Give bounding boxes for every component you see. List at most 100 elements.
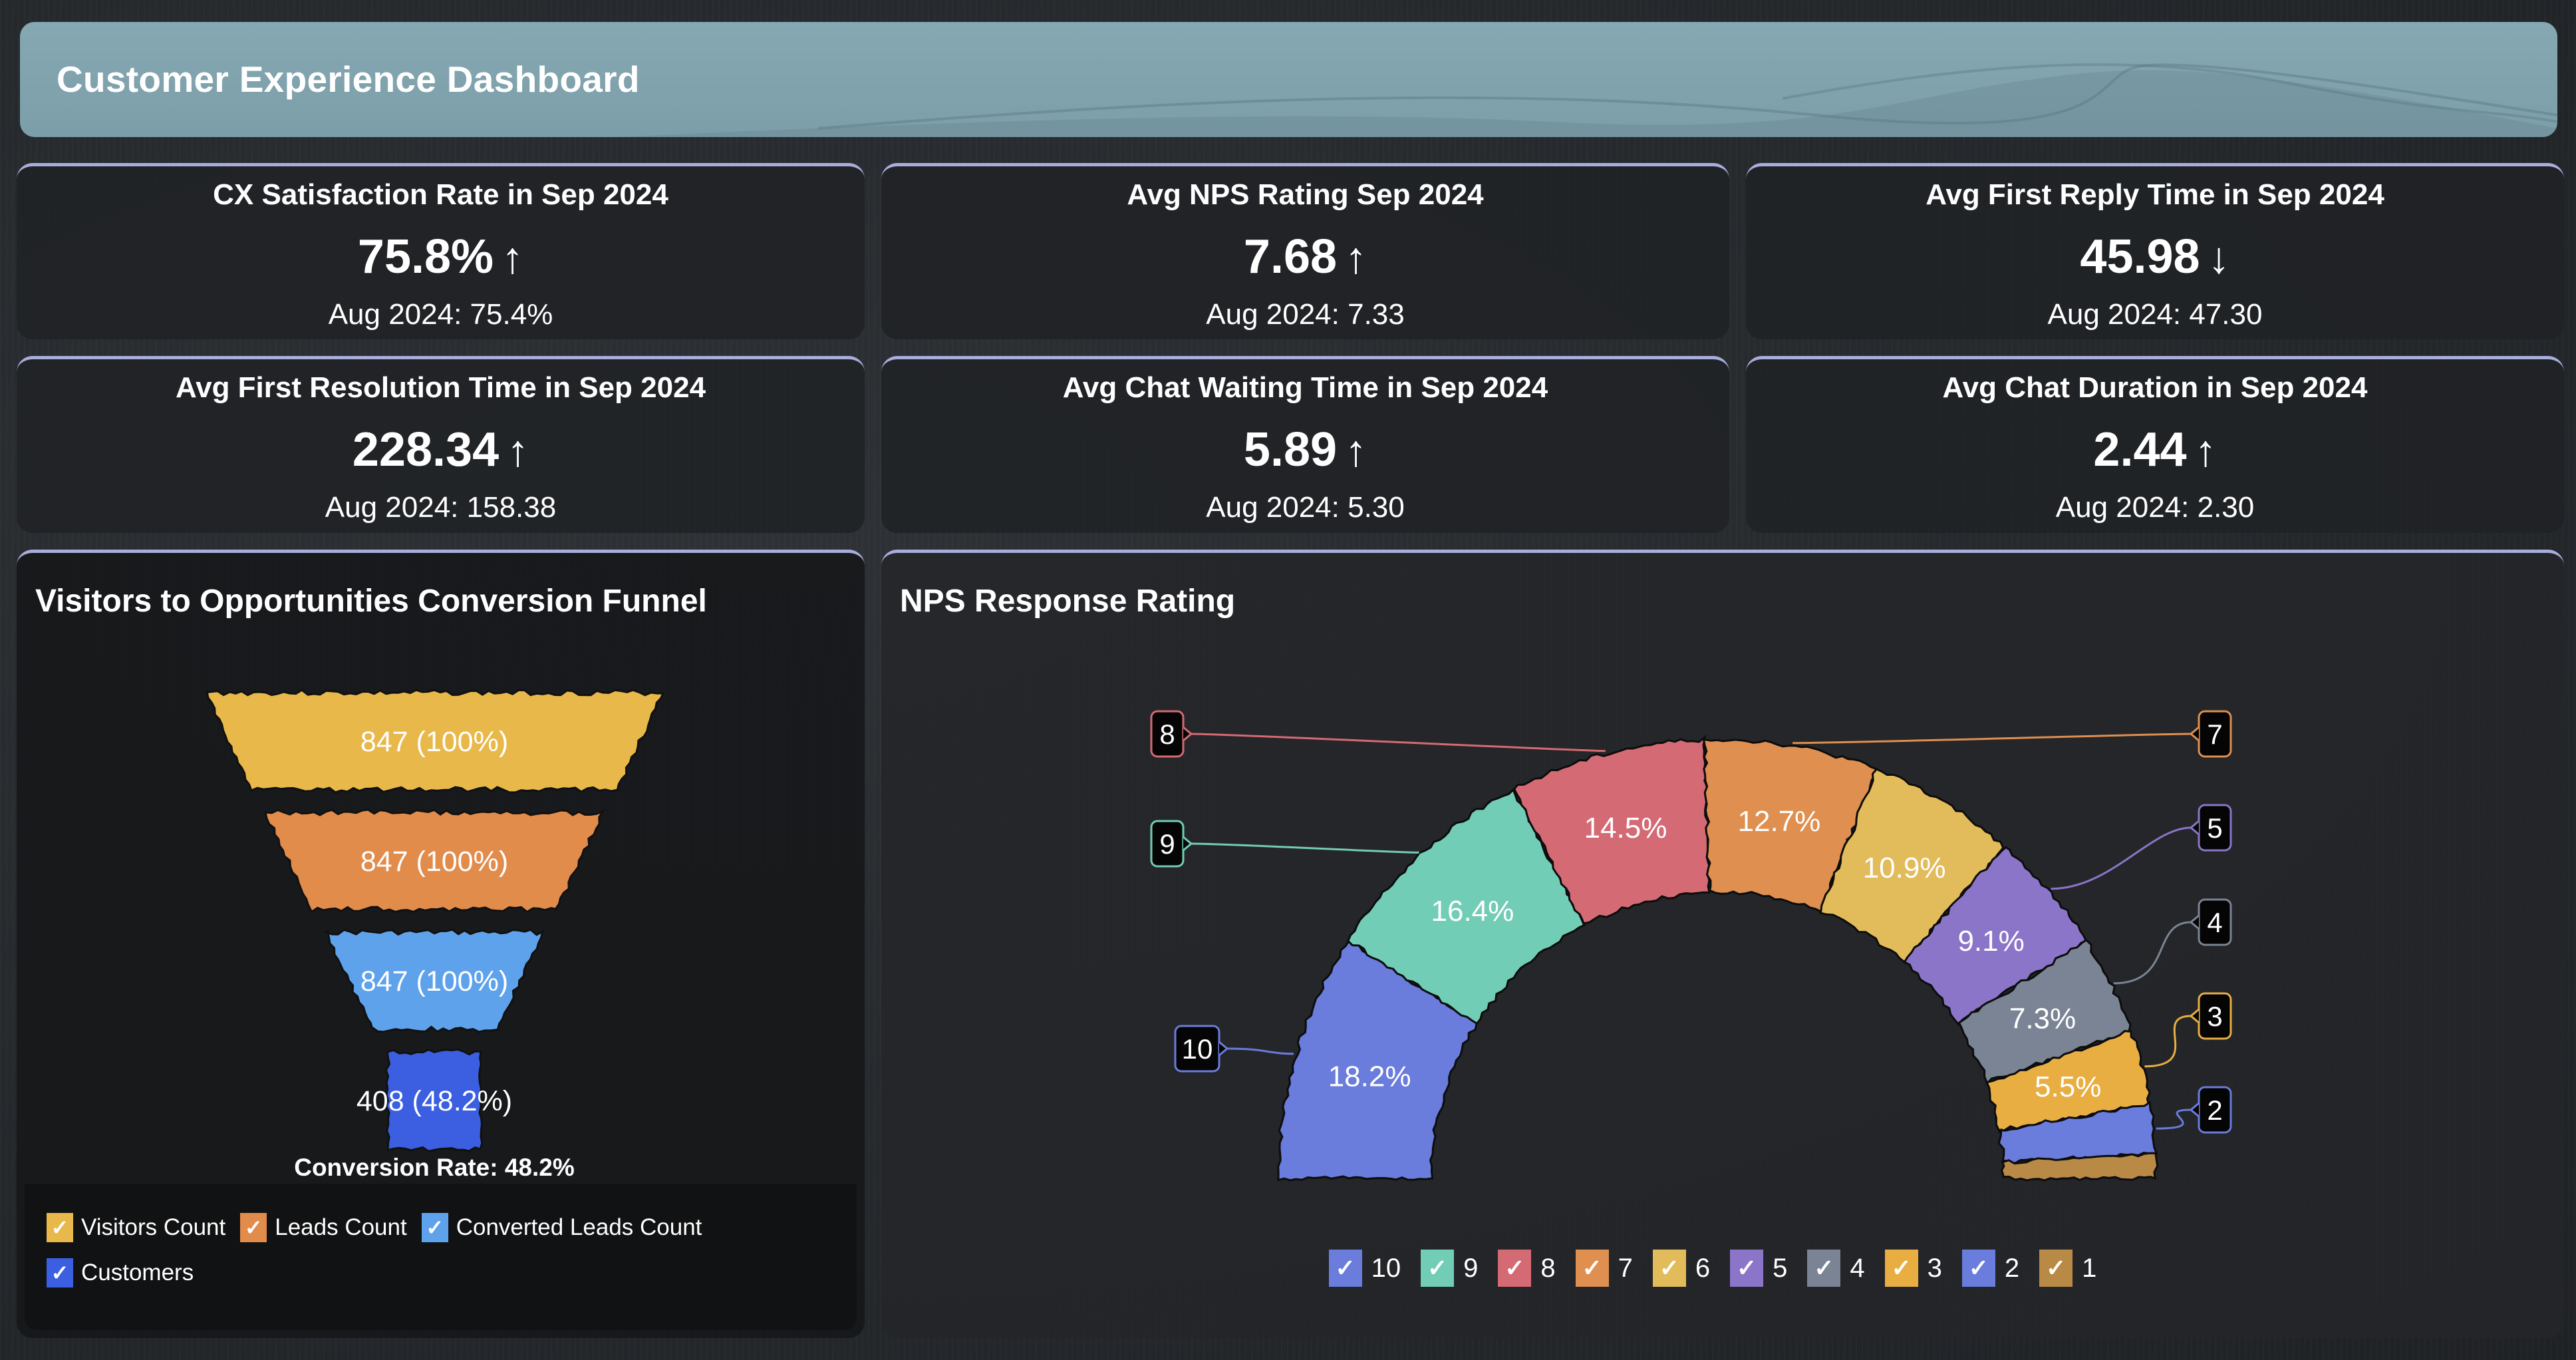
checkbox-checked-icon[interactable]: ✓ [1652, 1250, 1686, 1287]
legend-item-visitors-count[interactable]: ✓ Visitors Count [47, 1213, 225, 1242]
kpi-card-chat-duration[interactable]: Avg Chat Duration in Sep 2024 2.44 ↑ Aug … [1746, 356, 2564, 533]
kpi-title: Avg Chat Waiting Time in Sep 2024 [1062, 371, 1548, 404]
legend-label: Customers [81, 1260, 194, 1285]
kpi-title: Avg First Reply Time in Sep 2024 [1926, 178, 2384, 211]
nps-slice-rating-6[interactable] [1818, 768, 2005, 964]
nps-slice-rating-4[interactable] [1957, 938, 2132, 1086]
callout-label: 9 [1159, 828, 1175, 860]
kpi-previous: Aug 2024: 75.4% [328, 298, 553, 331]
checkbox-checked-icon[interactable]: ✓ [1884, 1250, 1918, 1287]
legend-label: 5 [1773, 1253, 1788, 1283]
nps-slice-rating-9[interactable] [1347, 788, 1586, 1025]
page-title: Customer Experience Dashboard [57, 59, 640, 100]
checkbox-checked-icon[interactable]: ✓ [47, 1213, 73, 1242]
kpi-value-text: 45.98 [2080, 230, 2200, 283]
checkbox-checked-icon[interactable]: ✓ [1498, 1250, 1532, 1287]
checkbox-checked-icon[interactable]: ✓ [240, 1213, 267, 1242]
conversion-rate-annotation: Conversion Rate: 48.2% [294, 1154, 575, 1181]
legend-item-rating-5[interactable]: ✓ 5 [1730, 1250, 1787, 1287]
funnel-chart: 847 (100%) 847 (100%) 847 (100%) 408 (48.2%… [205, 689, 665, 1181]
callout-pointer [2189, 1102, 2200, 1118]
funnel-segment-customers[interactable] [384, 1048, 484, 1152]
legend-item-rating-1[interactable]: ✓ 1 [2039, 1250, 2096, 1287]
funnel-segment-converted-leads-count[interactable] [323, 928, 545, 1033]
checkbox-checked-icon[interactable]: ✓ [1575, 1250, 1609, 1287]
nps-chart-panel: NPS Response Rating 18.2% 10 16.4% 9 14.5% 8 1… [881, 550, 2564, 1338]
checkbox-checked-icon[interactable]: ✓ [421, 1213, 448, 1242]
legend-item-rating-7[interactable]: ✓ 7 [1575, 1250, 1633, 1287]
kpi-previous: Aug 2024: 7.33 [1206, 298, 1405, 331]
legend-item-rating-3[interactable]: ✓ 3 [1884, 1250, 1942, 1287]
nps-semi-donut-chart: 18.2% 10 16.4% 9 14.5% 8 12.7% 7 10.9% 9.1% 5 7.3% 4… [1150, 710, 2232, 1182]
legend-item-rating-9[interactable]: ✓ 9 [1421, 1250, 1478, 1287]
callout-pointer [2189, 820, 2200, 836]
legend-item-rating-6[interactable]: ✓ 6 [1652, 1250, 1711, 1287]
kpi-value-text: 5.89 [1243, 423, 1338, 476]
nps-slice-data-label: 10.9% [1863, 852, 1946, 884]
callout-label: 4 [2207, 907, 2222, 938]
callout-label: 10 [1182, 1033, 1213, 1065]
callout-connector-line [2113, 921, 2192, 985]
legend-item-rating-10[interactable]: ✓ 10 [1328, 1250, 1401, 1287]
legend-item-customers[interactable]: ✓ Customers [47, 1258, 194, 1287]
legend-label: Converted Leads Count [456, 1214, 702, 1240]
checkbox-checked-icon[interactable]: ✓ [2039, 1250, 2073, 1287]
legend-label: 4 [1850, 1253, 1865, 1283]
legend-item-converted-leads-count[interactable]: ✓ Converted Leads Count [421, 1213, 702, 1242]
funnel-chart-panel: Visitors to Opportunities Conversion Fun… [17, 550, 865, 1338]
kpi-card-first-reply-time[interactable]: Avg First Reply Time in Sep 2024 45.98 ↓ … [1746, 163, 2564, 339]
checkbox-checked-icon[interactable]: ✓ [1328, 1250, 1362, 1287]
callout-connector-line [1792, 733, 2192, 745]
kpi-card-cx-satisfaction[interactable]: CX Satisfaction Rate in Sep 2024 75.8% ↑ … [17, 163, 865, 339]
legend-item-leads-count[interactable]: ✓ Leads Count [240, 1213, 407, 1242]
callout-pointer [1183, 726, 1193, 742]
nps-slice-data-label: 12.7% [1738, 805, 1821, 838]
kpi-previous: Aug 2024: 5.30 [1206, 491, 1405, 524]
callout-label: 7 [2207, 719, 2222, 750]
legend-label: 3 [1927, 1253, 1942, 1283]
callout-connector-line [2144, 1015, 2192, 1068]
legend-item-rating-8[interactable]: ✓ 8 [1498, 1250, 1556, 1287]
kpi-title: Avg NPS Rating Sep 2024 [1127, 178, 1484, 211]
legend-label: 9 [1463, 1253, 1479, 1283]
checkbox-checked-icon[interactable]: ✓ [1961, 1250, 1995, 1287]
checkbox-checked-icon[interactable]: ✓ [1421, 1250, 1455, 1287]
nps-slice-rating-7[interactable] [1702, 738, 1878, 914]
checkbox-checked-icon[interactable]: ✓ [1730, 1250, 1764, 1287]
legend-label: 6 [1695, 1253, 1711, 1283]
arrow-up-icon: ↑ [1345, 426, 1367, 475]
nps-slice-data-label: 16.4% [1431, 895, 1514, 928]
kpi-previous: Aug 2024: 47.30 [2047, 298, 2263, 331]
nps-slice-rating-1[interactable] [2000, 1152, 2159, 1182]
kpi-value: 228.34 ↑ [17, 423, 865, 477]
arrow-up-icon: ↑ [501, 233, 524, 282]
kpi-title: Avg First Resolution Time in Sep 2024 [175, 371, 706, 404]
kpi-value: 45.98 ↓ [1746, 230, 2564, 284]
kpi-value: 7.68 ↑ [881, 230, 1729, 284]
arrow-up-icon: ↑ [2194, 426, 2217, 475]
nps-slice-rating-10[interactable] [1277, 939, 1478, 1182]
callout-label: 2 [2207, 1095, 2222, 1126]
checkbox-checked-icon[interactable]: ✓ [1807, 1250, 1841, 1287]
kpi-value-text: 7.68 [1243, 230, 1338, 283]
callout-connector-line [1191, 733, 1606, 753]
legend-item-rating-2[interactable]: ✓ 2 [1961, 1250, 2019, 1287]
callout-pointer [1183, 836, 1193, 852]
callout-pointer [2189, 1008, 2200, 1024]
legend-background [25, 1184, 857, 1330]
kpi-value: 2.44 ↑ [1746, 423, 2564, 477]
kpi-value: 75.8% ↑ [17, 230, 865, 284]
kpi-card-avg-nps[interactable]: Avg NPS Rating Sep 2024 7.68 ↑ Aug 2024: … [881, 163, 1729, 339]
funnel-chart-title: Visitors to Opportunities Conversion Fun… [35, 584, 707, 619]
funnel-segment-visitors-count[interactable] [205, 689, 665, 794]
arrow-down-icon: ↓ [2208, 233, 2230, 282]
legend-item-rating-4[interactable]: ✓ 4 [1807, 1250, 1865, 1287]
checkbox-checked-icon[interactable]: ✓ [47, 1258, 73, 1287]
funnel-segment-leads-count[interactable] [264, 808, 606, 914]
nps-slice-rating-8[interactable] [1512, 735, 1712, 926]
kpi-card-first-resolution-time[interactable]: Avg First Resolution Time in Sep 2024 22… [17, 356, 865, 533]
callout-connector-line [1226, 1047, 1294, 1055]
callout-label: 5 [2207, 812, 2222, 844]
kpi-title: CX Satisfaction Rate in Sep 2024 [213, 178, 668, 211]
kpi-card-chat-waiting-time[interactable]: Avg Chat Waiting Time in Sep 2024 5.89 ↑ … [881, 356, 1729, 533]
